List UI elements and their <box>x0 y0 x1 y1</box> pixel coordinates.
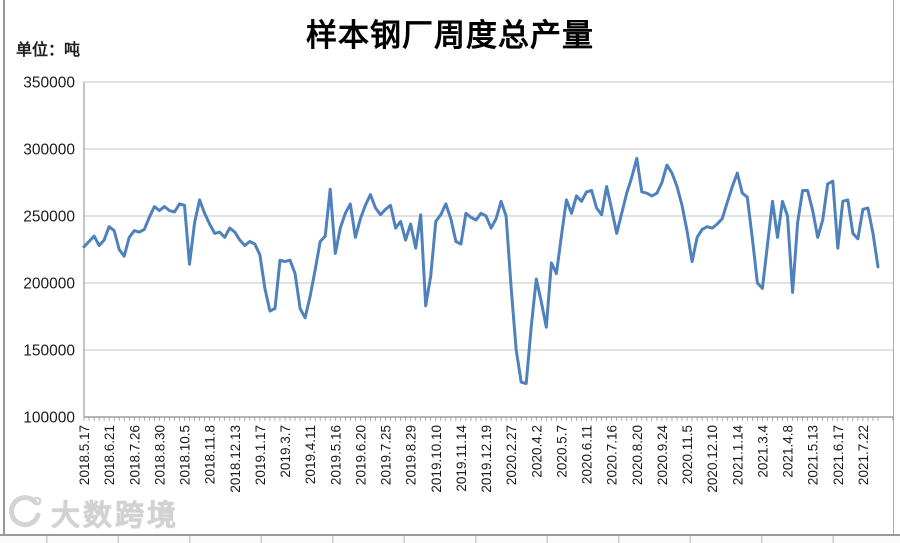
x-tick-label: 2020.4.2 <box>529 425 544 478</box>
x-tick-label: 2018.8.30 <box>152 425 167 485</box>
x-tick-label: 2019.3.7 <box>278 425 293 478</box>
spreadsheet-column-border-left <box>3 0 5 543</box>
x-tick-label: 2018.12.13 <box>228 425 243 493</box>
spreadsheet-column-border-right <box>893 0 894 543</box>
series-line <box>82 156 880 385</box>
x-tick-label: 2019.11.14 <box>454 425 469 492</box>
y-tick-label: 350000 <box>23 75 75 92</box>
x-tick-label: 2018.10.5 <box>178 425 193 485</box>
x-tick-label: 2020.6.11 <box>580 425 595 484</box>
x-tick-label: 2019.5.16 <box>328 425 343 485</box>
x-tick-label: 2020.8.20 <box>630 425 645 485</box>
chart-title: 样本钢厂周度总产量 <box>306 18 594 53</box>
x-tick-label: 2021.1.14 <box>730 425 745 486</box>
x-tick-label: 2019.7.25 <box>379 425 394 485</box>
x-tick-label: 2021.5.13 <box>806 425 821 485</box>
x-tick-label: 2018.6.21 <box>102 425 117 485</box>
x-tick-label: 2019.10.10 <box>429 425 444 493</box>
y-tick-label: 150000 <box>23 343 75 360</box>
x-tick-label: 2020.9.24 <box>655 425 670 486</box>
x-tick-label: 2020.2.27 <box>504 425 519 485</box>
y-tick-label: 300000 <box>23 142 75 159</box>
x-tick-label: 2019.6.20 <box>353 425 368 485</box>
spreadsheet-row-strip <box>0 534 900 543</box>
x-tick-label: 2018.11.8 <box>203 425 218 484</box>
y-tick-label: 250000 <box>23 209 75 226</box>
x-tick-label: 2021.7.22 <box>856 425 871 485</box>
x-tick-label: 2019.4.11 <box>303 425 318 484</box>
x-tick-label: 2020.7.16 <box>605 425 620 485</box>
x-tick-label: 2021.4.8 <box>781 425 796 478</box>
x-tick-label: 2021.6.17 <box>831 425 846 485</box>
x-tick-label: 2021.3.4 <box>755 425 770 478</box>
x-tick-label: 2019.1.17 <box>253 425 268 485</box>
y-tick-label: 200000 <box>23 276 75 293</box>
x-tick-label: 2019.12.19 <box>479 425 494 493</box>
x-tick-label: 2020.12.10 <box>705 425 720 493</box>
x-tick-label: 2018.7.26 <box>127 425 142 485</box>
x-tick-label: 2018.5.17 <box>77 425 92 485</box>
x-tick-label: 2020.5.7 <box>554 425 569 478</box>
y-tick-label: 100000 <box>23 410 75 427</box>
x-tick-label: 2019.8.29 <box>404 425 419 485</box>
x-tick-label: 2020.11.5 <box>680 425 695 484</box>
unit-label: 单位：吨 <box>16 42 81 59</box>
